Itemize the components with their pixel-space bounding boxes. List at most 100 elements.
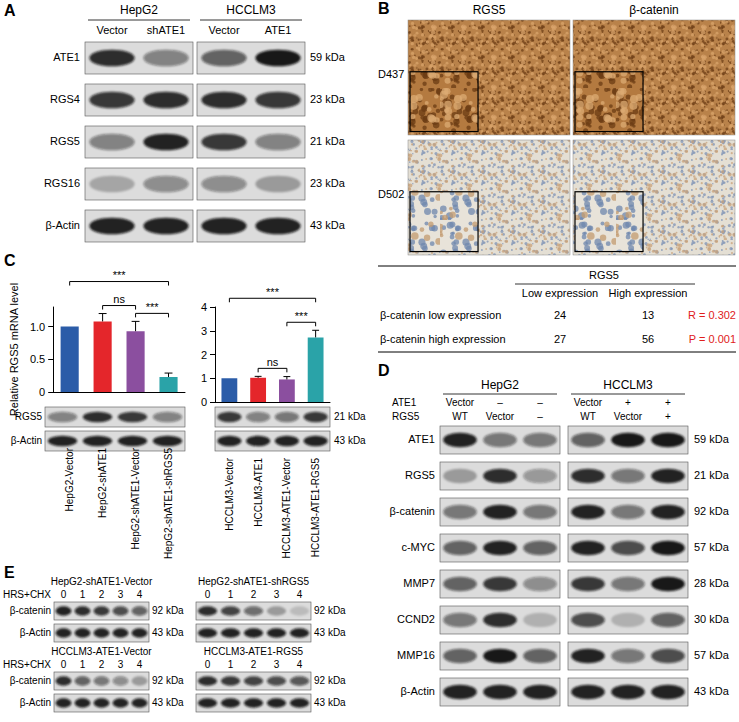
svg-text:13: 13: [642, 309, 654, 321]
svg-text:RGS5: RGS5: [392, 411, 420, 422]
svg-text:ns: ns: [267, 356, 279, 368]
svg-text:β-catenin low expression: β-catenin low expression: [380, 309, 501, 321]
svg-text:WT: WT: [580, 411, 596, 422]
svg-text:43 kDa: 43 kDa: [152, 697, 184, 708]
svg-text:β-catenin: β-catenin: [10, 605, 51, 616]
svg-text:ns: ns: [113, 293, 125, 305]
svg-text:HRS+CHX: HRS+CHX: [3, 659, 51, 670]
svg-text:MMP16: MMP16: [397, 649, 435, 661]
svg-text:β-catenin: β-catenin: [10, 675, 51, 686]
svg-text:ATE1: ATE1: [265, 24, 292, 36]
svg-text:RGS5: RGS5: [50, 135, 80, 147]
svg-text:59 kDa: 59 kDa: [310, 51, 346, 63]
svg-text:D502: D502: [378, 188, 404, 200]
svg-text:***: ***: [266, 286, 280, 298]
svg-text:β-Actin: β-Actin: [20, 697, 51, 708]
svg-text:92 kDa: 92 kDa: [314, 605, 346, 616]
svg-text:HepG2-shATE1: HepG2-shATE1: [97, 448, 108, 518]
svg-text:92 kDa: 92 kDa: [694, 505, 730, 517]
svg-text:Vector: Vector: [486, 411, 515, 422]
svg-text:High expression: High expression: [609, 287, 688, 299]
svg-text:43 kDa: 43 kDa: [152, 627, 184, 638]
svg-text:43 kDa: 43 kDa: [694, 685, 730, 697]
svg-text:2: 2: [251, 589, 257, 600]
svg-text:β-catenin: β-catenin: [629, 3, 679, 17]
svg-text:ATE1: ATE1: [53, 51, 80, 63]
svg-text:D: D: [378, 362, 390, 379]
svg-text:HCCLM3-ATE1: HCCLM3-ATE1: [253, 458, 264, 527]
svg-text:24: 24: [554, 309, 566, 321]
svg-text:C: C: [4, 252, 16, 269]
svg-text:3: 3: [118, 589, 124, 600]
svg-text:HCCLM3-ATE1-RGS5: HCCLM3-ATE1-RGS5: [204, 646, 304, 657]
svg-text:HepG2-Vector: HepG2-Vector: [64, 447, 75, 511]
svg-text:23 kDa: 23 kDa: [310, 177, 346, 189]
svg-text:ATE1: ATE1: [392, 397, 417, 408]
svg-text:A: A: [4, 2, 16, 19]
svg-text:+: +: [665, 411, 671, 422]
svg-text:HepG2-shATE1-Vector: HepG2-shATE1-Vector: [130, 447, 141, 549]
svg-text:HCCLM3-ATE1-Vector: HCCLM3-ATE1-Vector: [51, 646, 152, 657]
svg-text:Low expression: Low expression: [522, 287, 598, 299]
svg-text:28 kDa: 28 kDa: [694, 577, 730, 589]
svg-text:RGS5: RGS5: [405, 469, 435, 481]
svg-text:Vector: Vector: [446, 397, 475, 408]
svg-text:D437: D437: [378, 68, 404, 80]
svg-text:Vector: Vector: [208, 24, 240, 36]
svg-text:HCCLM3-ATE1-RGS5: HCCLM3-ATE1-RGS5: [310, 458, 321, 558]
svg-text:3: 3: [274, 659, 280, 670]
svg-text:1.0: 1.0: [30, 321, 45, 333]
svg-text:HepG2-shATE1-Vector: HepG2-shATE1-Vector: [51, 576, 153, 587]
svg-text:4: 4: [137, 659, 143, 670]
svg-text:CCND2: CCND2: [397, 613, 435, 625]
svg-text:0.5: 0.5: [30, 353, 45, 365]
svg-text:1: 1: [80, 659, 86, 670]
svg-text:RGS5: RGS5: [589, 269, 619, 281]
svg-text:***: ***: [146, 301, 160, 313]
svg-text:β-Actin: β-Actin: [46, 219, 80, 231]
svg-text:92 kDa: 92 kDa: [152, 675, 184, 686]
svg-text:HCCLM3-ATE1-Vector: HCCLM3-ATE1-Vector: [281, 457, 292, 558]
svg-text:HCCLM3: HCCLM3: [603, 378, 653, 392]
svg-text:shATE1: shATE1: [147, 24, 185, 36]
svg-text:Vector: Vector: [614, 411, 643, 422]
svg-text:21 kDa: 21 kDa: [334, 411, 366, 422]
svg-text:MMP7: MMP7: [403, 577, 435, 589]
svg-text:3: 3: [274, 589, 280, 600]
svg-text:R = 0.302: R = 0.302: [688, 309, 736, 321]
svg-text:B: B: [378, 0, 390, 17]
svg-text:0: 0: [39, 386, 45, 398]
svg-text:WT: WT: [452, 411, 468, 422]
svg-text:RGS16: RGS16: [44, 177, 80, 189]
svg-text:β-catenin high expression: β-catenin high expression: [380, 333, 506, 345]
svg-text:0: 0: [201, 396, 207, 408]
svg-text:Vector: Vector: [96, 24, 128, 36]
svg-text:+: +: [665, 397, 671, 408]
svg-text:2: 2: [99, 589, 105, 600]
svg-text:c-MYC: c-MYC: [401, 541, 435, 553]
svg-text:2: 2: [201, 349, 207, 361]
svg-text:56: 56: [642, 333, 654, 345]
svg-text:3: 3: [201, 325, 207, 337]
svg-text:0: 0: [205, 659, 211, 670]
svg-text:HepG2-shATE1-shRGS5: HepG2-shATE1-shRGS5: [163, 448, 174, 559]
svg-text:1: 1: [80, 589, 86, 600]
svg-text:0: 0: [205, 589, 211, 600]
svg-text:ATE1: ATE1: [408, 433, 435, 445]
svg-text:43 kDa: 43 kDa: [310, 219, 346, 231]
svg-text:1: 1: [228, 589, 234, 600]
svg-text:***: ***: [295, 310, 309, 322]
svg-text:92 kDa: 92 kDa: [314, 675, 346, 686]
svg-text:57 kDa: 57 kDa: [694, 541, 730, 553]
svg-text:1: 1: [201, 372, 207, 384]
svg-text:HepG2-shATE1-shRGS5: HepG2-shATE1-shRGS5: [198, 576, 309, 587]
svg-text:57 kDa: 57 kDa: [694, 649, 730, 661]
svg-text:P = 0.001: P = 0.001: [689, 333, 736, 345]
svg-text:β-Actin: β-Actin: [401, 685, 435, 697]
svg-text:RGS4: RGS4: [50, 93, 80, 105]
svg-text:43 kDa: 43 kDa: [334, 435, 366, 446]
svg-text:30 kDa: 30 kDa: [694, 613, 730, 625]
svg-text:21 kDa: 21 kDa: [694, 469, 730, 481]
svg-text:HCCLM3-Vector: HCCLM3-Vector: [224, 457, 235, 530]
svg-text:43 kDa: 43 kDa: [314, 697, 346, 708]
